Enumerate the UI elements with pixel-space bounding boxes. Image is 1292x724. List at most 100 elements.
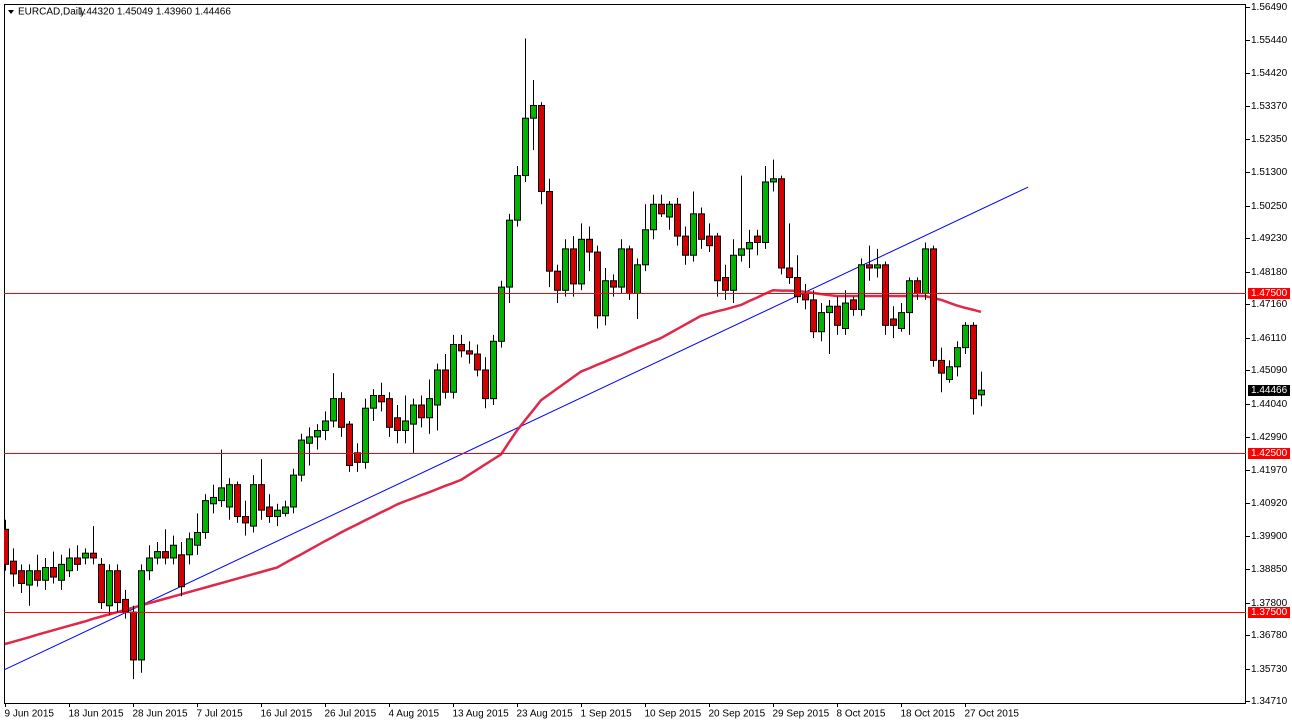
- candle-body: [562, 248, 569, 291]
- x-tick-label: 26 Jul 2015: [325, 709, 377, 720]
- candle-body: [10, 560, 17, 575]
- candle-body: [50, 567, 57, 578]
- candle-body: [570, 248, 577, 285]
- plot-area: [4, 38, 1029, 680]
- candle-body: [506, 219, 513, 288]
- level-label: 1.42500: [1251, 448, 1288, 459]
- candle-body: [114, 570, 121, 604]
- x-tick-label: 27 Oct 2015: [965, 709, 1020, 720]
- y-tick-label: 1.47160: [1251, 299, 1288, 310]
- candle-body: [378, 394, 385, 403]
- candle-body: [794, 277, 801, 298]
- chart-title: EURCAD,Daily: [18, 7, 85, 18]
- candle-body: [434, 369, 441, 406]
- candle-body: [842, 302, 849, 330]
- candle-body: [722, 277, 729, 291]
- candle-body: [546, 191, 553, 272]
- candle-body: [162, 551, 169, 559]
- candle-body: [914, 280, 921, 294]
- candle-body: [946, 366, 953, 381]
- candle-body: [58, 563, 65, 581]
- x-tick-label: 28 Jun 2015: [133, 709, 188, 720]
- candle-body: [138, 570, 145, 661]
- candle-body: [394, 417, 401, 432]
- candle-body: [386, 398, 393, 428]
- candle-body: [554, 270, 561, 291]
- candle-body: [882, 264, 889, 326]
- candle-body: [626, 248, 633, 294]
- candle-body: [874, 264, 881, 269]
- candle-body: [690, 213, 697, 256]
- candle-body: [578, 238, 585, 285]
- candle-body: [538, 104, 545, 193]
- y-tick-label: 1.54420: [1251, 68, 1288, 79]
- candle-body: [290, 474, 297, 508]
- menu-arrow: [8, 10, 14, 14]
- candle-body: [786, 267, 793, 279]
- candle-body: [426, 398, 433, 419]
- candle-body: [658, 203, 665, 215]
- candle-body: [778, 178, 785, 269]
- candle-body: [826, 305, 833, 314]
- candle-body: [34, 570, 41, 581]
- candle-body: [402, 420, 409, 432]
- candle-body: [234, 484, 241, 518]
- candle-body: [738, 248, 745, 256]
- candle-body: [970, 324, 977, 400]
- candle-body: [866, 264, 873, 269]
- candle-body: [194, 531, 201, 546]
- candle-body: [610, 280, 617, 288]
- candle-body: [354, 452, 361, 463]
- candle-body: [98, 563, 105, 604]
- level-label-bg: [1248, 288, 1290, 299]
- candle-body: [522, 117, 529, 177]
- y-tick-label: 1.42990: [1251, 432, 1288, 443]
- candle-body: [834, 305, 841, 326]
- y-tick-label: 1.45090: [1251, 365, 1288, 376]
- y-tick-label: 1.37800: [1251, 598, 1288, 609]
- candle-body: [186, 538, 193, 556]
- candle-body: [490, 340, 497, 400]
- x-tick-label: 10 Sep 2015: [645, 709, 702, 720]
- candle-body: [330, 398, 337, 422]
- candle-body: [754, 235, 761, 243]
- candle-body: [618, 248, 625, 288]
- candle-body: [922, 248, 929, 294]
- candle-body: [978, 389, 985, 396]
- candle-body: [66, 557, 73, 572]
- y-tick-label: 1.38850: [1251, 564, 1288, 575]
- candle-body: [74, 557, 81, 565]
- x-tick-label: 16 Jul 2015: [261, 709, 313, 720]
- candle-body: [818, 312, 825, 333]
- candle-body: [602, 280, 609, 317]
- candle-body: [410, 404, 417, 425]
- candle-body: [482, 369, 489, 400]
- x-tick-label: 1 Sep 2015: [581, 709, 633, 720]
- candle-body: [954, 347, 961, 368]
- y-tick-label: 1.40920: [1251, 498, 1288, 509]
- candle-body: [938, 359, 945, 374]
- candle-body: [306, 436, 313, 444]
- candle-body: [898, 312, 905, 330]
- candle-body: [514, 175, 521, 221]
- candle-body: [258, 484, 265, 511]
- y-tick-label: 1.46110: [1251, 333, 1287, 344]
- candle-body: [962, 324, 969, 349]
- y-tick-label: 1.48180: [1251, 267, 1288, 278]
- candle-body: [146, 557, 153, 572]
- candle-body: [586, 238, 593, 253]
- level-label: 1.47500: [1251, 288, 1288, 299]
- candle-body: [266, 506, 273, 518]
- candle-body: [858, 264, 865, 310]
- candle-body: [498, 286, 505, 342]
- candle-body: [714, 235, 721, 282]
- trendline: [4, 186, 1029, 671]
- y-tick-label: 1.44040: [1251, 399, 1288, 410]
- candle-body: [642, 229, 649, 266]
- y-tick-label: 1.34710: [1251, 696, 1288, 707]
- candle-body: [674, 203, 681, 237]
- candle-body: [810, 299, 817, 333]
- candle-body: [890, 318, 897, 326]
- candle-body: [442, 369, 449, 393]
